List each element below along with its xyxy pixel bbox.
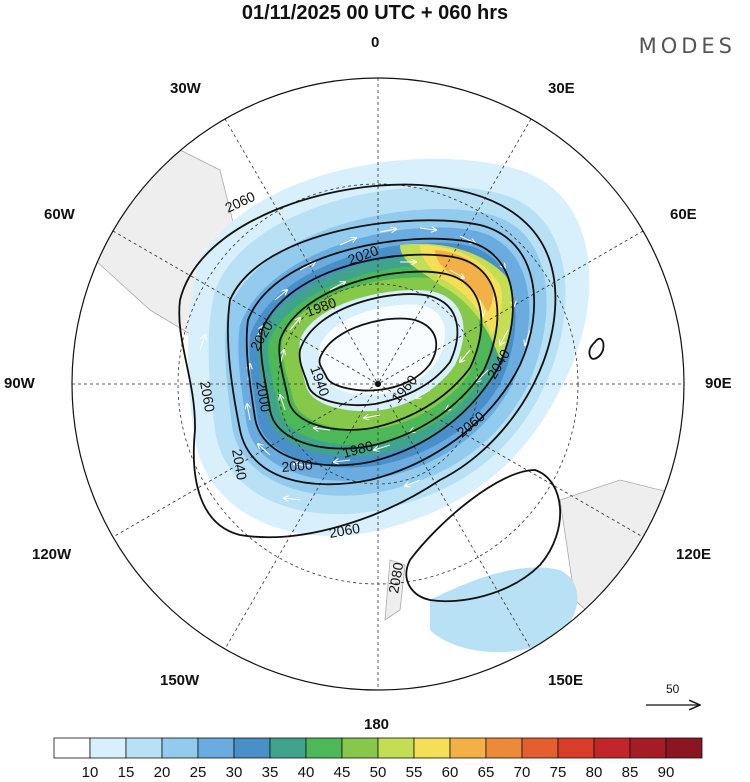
contour-label-1980-s: 1980	[341, 437, 375, 461]
colorbar-tick-label: 75	[549, 764, 567, 781]
lon-label-150w: 150W	[160, 672, 200, 689]
colorbar-tick-label: 30	[225, 764, 243, 781]
contour-label-2040-w: 2040	[229, 448, 250, 482]
colorbar-swatch	[53, 737, 91, 759]
chart-title: 01/11/2025 00 UTC + 060 hrs	[241, 2, 509, 24]
land-new-zealand	[384, 559, 406, 621]
contour-label-2000-w: 2000	[253, 380, 274, 414]
colorbar-swatch	[305, 737, 343, 759]
contour-label-2060-w: 2060	[197, 380, 218, 414]
colorbar-swatch	[161, 737, 199, 759]
colorbar-swatch	[449, 737, 487, 759]
contour-label-2060-s: 2060	[328, 520, 362, 541]
colorbar-tick-label: 45	[333, 764, 351, 781]
lon-label-30w: 30W	[170, 80, 201, 97]
lon-label-90w: 90W	[4, 375, 35, 392]
brand-logo: MODES	[638, 34, 736, 58]
colorbar-tick-label: 40	[297, 764, 315, 781]
colorbar-tick-label: 90	[657, 764, 675, 781]
colorbar-swatch	[269, 737, 307, 759]
colorbar-swatch	[377, 737, 415, 759]
lon-label-120w: 120W	[32, 546, 72, 563]
colorbar-swatch	[233, 737, 271, 759]
colorbar-swatch	[521, 737, 559, 759]
contour-label-2000-s: 2000	[281, 456, 314, 475]
colorbar-swatch	[125, 737, 163, 759]
colorbar-tick-label: 85	[621, 764, 639, 781]
lon-label-60e: 60E	[670, 206, 697, 223]
land-australia	[559, 479, 684, 661]
polar-map: 2060 2020 1980 2020 1940 2000 1960 1980 …	[71, 77, 750, 740]
lon-label-120e: 120E	[676, 546, 712, 563]
colorbar-tick-label: 80	[585, 764, 603, 781]
lon-label-150e: 150E	[548, 672, 584, 689]
colorbar-tick-label: 55	[405, 764, 423, 781]
colorbar-tick-label: 25	[189, 764, 207, 781]
lon-label-180: 180	[364, 716, 390, 733]
colorbar-tick-label: 20	[153, 764, 171, 781]
colorbar-swatch	[341, 737, 379, 759]
lon-label-0: 0	[371, 34, 380, 51]
colorbar-tick-label: 65	[477, 764, 495, 781]
lon-label-30e: 30E	[548, 80, 575, 97]
contours	[178, 183, 605, 603]
colorbar-swatch	[413, 737, 451, 759]
contour-label-2080-s: 2080	[385, 561, 406, 595]
colorbar-tick-label: 15	[117, 764, 135, 781]
lon-label-60w: 60W	[44, 206, 75, 223]
colorbar-swatch	[557, 737, 595, 759]
colorbar-tick-label: 70	[513, 764, 531, 781]
colorbar-swatch	[197, 737, 235, 759]
colorbar-tick-label: 60	[441, 764, 459, 781]
reference-vector-label: 50	[666, 682, 680, 696]
colorbar-swatch	[665, 737, 703, 759]
colorbar-tick-label: 50	[369, 764, 387, 781]
colorbar-tick-label: 10	[81, 764, 99, 781]
colorbar-swatch	[593, 737, 631, 759]
lon-label-90e: 90E	[705, 375, 732, 392]
colorbar-swatch	[629, 737, 667, 759]
colorbar-swatch	[485, 737, 523, 759]
colorbar-swatch	[89, 737, 127, 759]
colorbar-tick-label: 35	[261, 764, 279, 781]
